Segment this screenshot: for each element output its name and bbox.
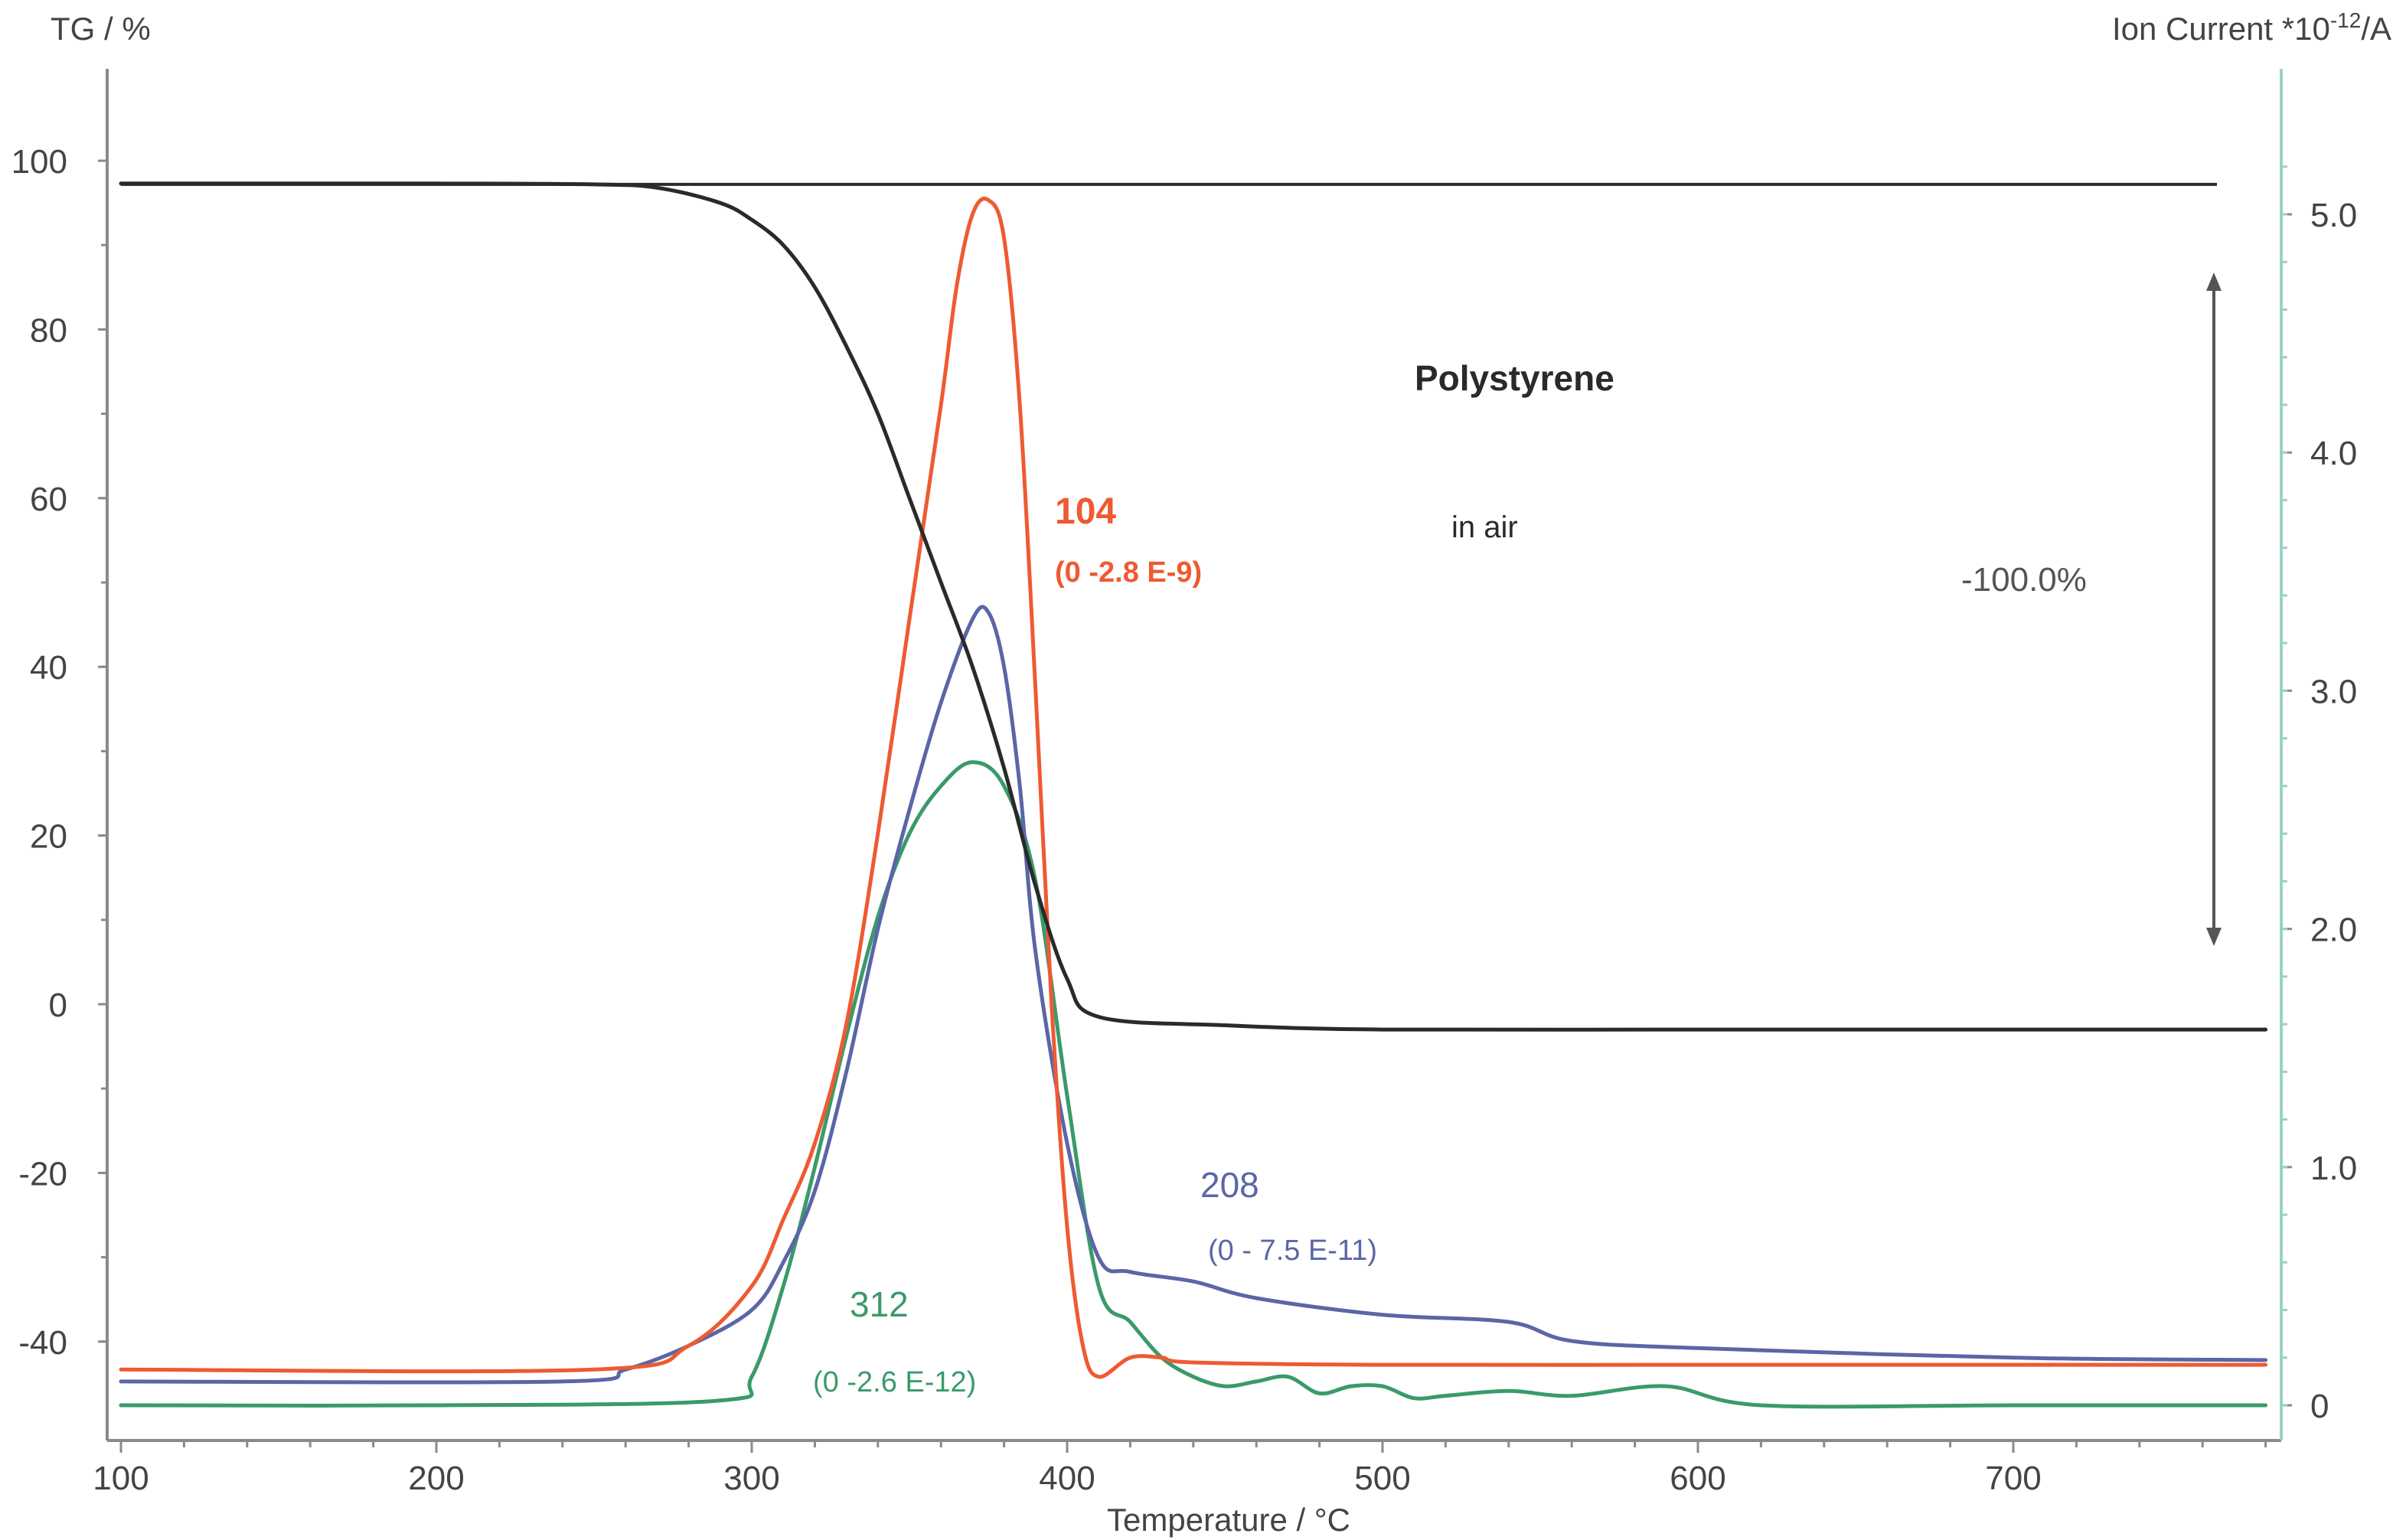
y-left-tick-label: 60 xyxy=(30,481,67,518)
y-right-tick-label: 0 xyxy=(2310,1388,2329,1425)
axis-tick-labels: 100 200 300 400 500 600 700100806040200-20-405… xyxy=(11,143,2358,1497)
y-left-tick-label: 20 xyxy=(30,818,67,856)
chart-subtitle: in air xyxy=(1451,511,1518,544)
y-axis-left-title: TG / % xyxy=(51,11,151,47)
series-312-label: 312 xyxy=(850,1284,909,1324)
axis-ticks xyxy=(98,159,2292,1453)
y-right-tick-label: 3.0 xyxy=(2310,673,2357,710)
series-line-104 xyxy=(119,196,2268,1379)
x-tick-label: 600 xyxy=(1670,1460,1725,1497)
y-axis-right-title-exponent: -12 xyxy=(2330,8,2361,32)
series-208-range: (0 - 7.5 E-11) xyxy=(1208,1235,1377,1267)
y-axis-right-title-main: Ion Current *10 xyxy=(2112,11,2330,47)
x-tick-label: 300 xyxy=(723,1460,779,1497)
y-left-tick-label: 100 xyxy=(11,143,67,181)
series-line-312 xyxy=(119,760,2268,1409)
x-tick-label: 500 xyxy=(1354,1460,1410,1497)
x-tick-label: 100 xyxy=(93,1460,149,1497)
y-left-tick-label: -20 xyxy=(18,1155,67,1193)
y-right-tick-label: 5.0 xyxy=(2310,197,2357,234)
x-axis-title: Temperature / °C xyxy=(1107,1502,1350,1538)
y-left-tick-label: 0 xyxy=(49,987,67,1024)
y-right-tick-label: 4.0 xyxy=(2310,435,2357,472)
series-104-label: 104 xyxy=(1055,491,1116,532)
series-104-range: (0 -2.8 E-9) xyxy=(1055,556,1202,589)
mass-change-arrow xyxy=(2206,272,2222,946)
y-left-tick-label: 80 xyxy=(30,312,67,349)
series-208-label: 208 xyxy=(1200,1165,1259,1205)
series-312-range: (0 -2.6 E-12) xyxy=(813,1366,976,1398)
y-axis-right-title-unit: /A xyxy=(2361,11,2391,47)
mass-change-arrow-head-top xyxy=(2206,272,2222,291)
series-line-208 xyxy=(119,605,2268,1385)
x-tick-label: 400 xyxy=(1039,1460,1095,1497)
mass-change-label: -100.0% xyxy=(1961,561,2087,599)
chart-title: Polystyrene xyxy=(1415,358,1614,398)
y-right-tick-label: 1.0 xyxy=(2310,1150,2357,1187)
y-left-tick-label: 40 xyxy=(30,649,67,687)
series-layer xyxy=(119,181,2268,1409)
y-axis-right-title: Ion Current *10-12/A xyxy=(2112,8,2391,47)
mass-change-arrow-head-bottom xyxy=(2206,928,2222,946)
x-tick-label: 200 xyxy=(408,1460,464,1497)
y-right-tick-label: 2.0 xyxy=(2310,912,2357,949)
y-left-tick-label: -40 xyxy=(18,1324,67,1362)
series-line-tg xyxy=(119,181,2268,1032)
x-tick-label: 700 xyxy=(1985,1460,2041,1497)
